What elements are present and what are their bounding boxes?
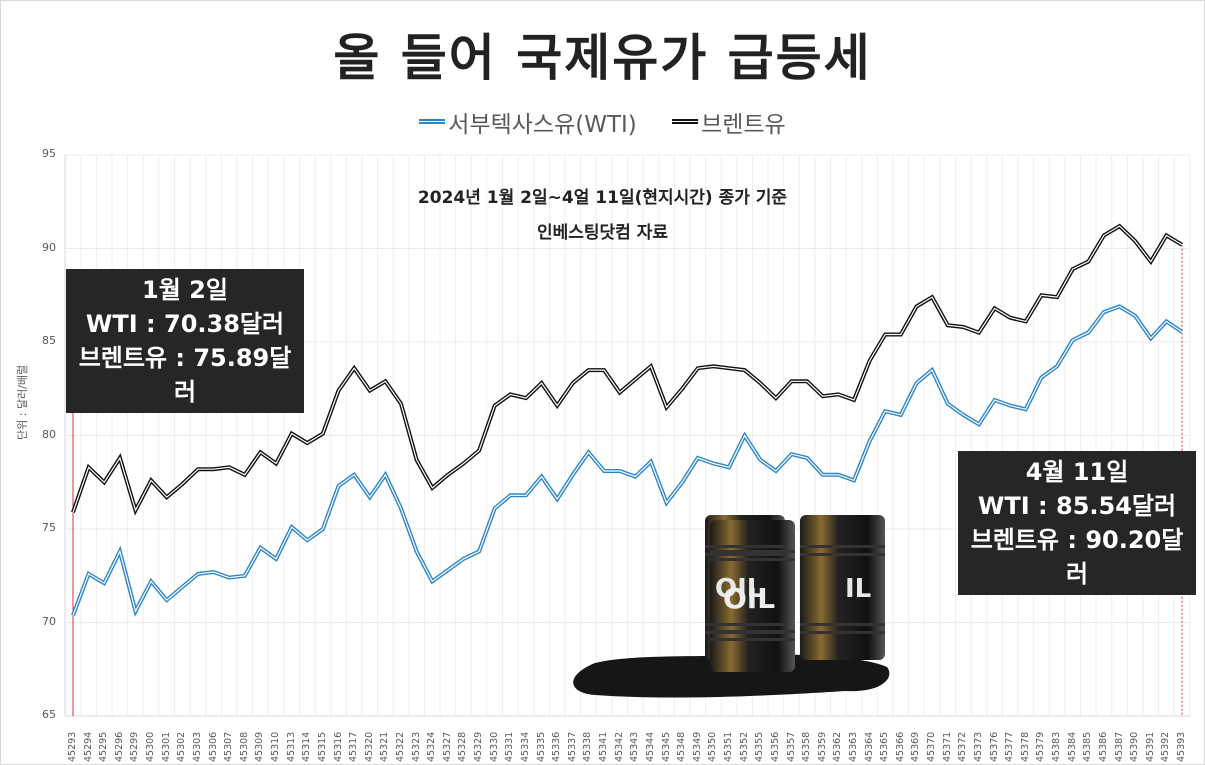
legend-item-wti[interactable]: 서부텍사스유(WTI) <box>419 105 637 139</box>
y-tick-label: 65 <box>42 708 56 721</box>
legend: 서부텍사스유(WTI) 브렌트유 <box>0 104 1205 139</box>
legend-label-brent: 브렌트유 <box>701 111 786 138</box>
y-tick-label: 85 <box>42 334 56 347</box>
date-range-note: 2024년 1월 2일~4얼 11일(현지시간) 종가 기준 <box>417 188 788 208</box>
end-callout: 4월 11일 WTI : 85.54달러 브렌트유 : 90.20달러 <box>958 451 1196 595</box>
wti-line-swatch-icon <box>419 119 446 124</box>
brent-series-line <box>71 223 1184 516</box>
y-tick-label: 95 <box>42 147 56 160</box>
source-note: 인베스팅닷컴 자료 <box>536 223 669 243</box>
y-tick-label: 75 <box>42 521 56 534</box>
start-callout: 1월 2일 WTI : 70.38달러 브렌트유 : 75.89달러 <box>66 269 304 413</box>
chart-title: 올 들어 국제유가 급등세 <box>333 29 872 87</box>
y-tick-label: 70 <box>42 614 56 628</box>
end-callout-wti: WTI : 85.54달러 <box>977 492 1177 520</box>
end-callout-date: 4월 11일 <box>1025 458 1129 486</box>
oil-barrels-image: OIL OIL IL <box>573 515 890 698</box>
start-callout-brent: 브렌트유 : 75.89달러 <box>78 344 292 406</box>
barrel-label-right: IL <box>845 574 871 604</box>
brent-line-swatch-icon <box>672 119 699 124</box>
barrel-label-center: OIL <box>723 582 775 615</box>
barrel-label-left: OIL <box>715 574 763 604</box>
legend-item-brent[interactable]: 브렌트유 <box>672 105 786 139</box>
y-tick-label: 90 <box>42 240 56 254</box>
wti-series-line <box>71 304 1184 617</box>
start-callout-wti: WTI : 70.38달러 <box>85 310 285 338</box>
start-callout-date: 1월 2일 <box>142 276 228 304</box>
end-callout-brent: 브렌트유 : 90.20달러 <box>970 526 1184 588</box>
legend-label-wti: 서부텍사스유(WTI) <box>448 111 637 138</box>
y-tick-label: 80 <box>42 427 56 441</box>
